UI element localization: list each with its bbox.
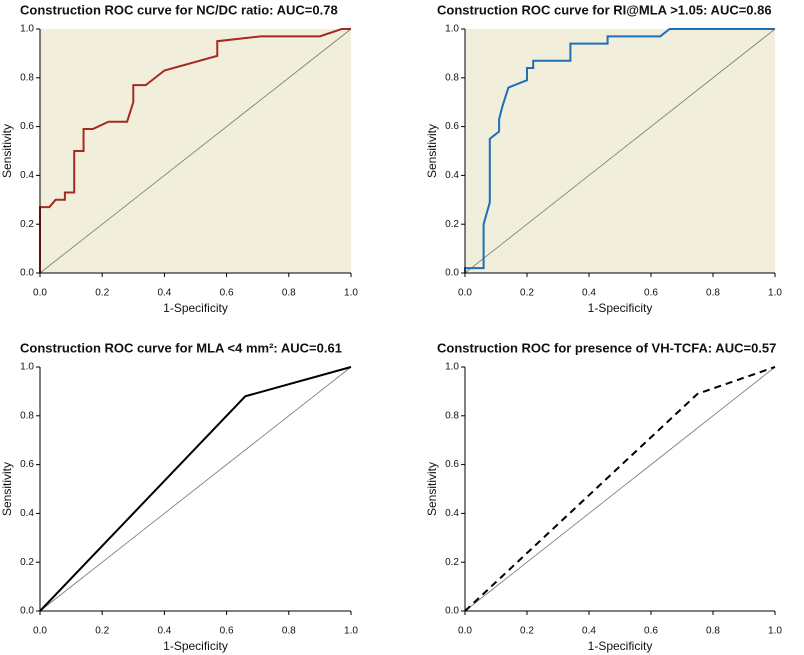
y-tick-label: 0.0 <box>20 606 34 617</box>
x-tick-label: 0.8 <box>706 288 720 299</box>
roc-curve <box>39 366 352 612</box>
x-tick-label: 1.0 <box>344 288 358 299</box>
y-tick-label: 1.0 <box>20 24 34 35</box>
x-tick-label: 0.2 <box>95 288 109 299</box>
x-tick-label: 0.0 <box>458 626 472 637</box>
x-tick-label: 0.2 <box>95 626 109 637</box>
reference-diagonal <box>39 28 352 274</box>
reference-diagonal <box>39 366 352 612</box>
y-tick-label: 0.4 <box>445 508 459 519</box>
y-tick-label: 0.0 <box>445 268 459 279</box>
x-tick-label: 0.8 <box>282 626 296 637</box>
y-axis-label: Sensitivity <box>0 462 14 516</box>
x-axis-label: 1-Specificity <box>588 639 653 653</box>
x-tick-label: 0.8 <box>706 626 720 637</box>
x-tick-label: 1.0 <box>768 626 782 637</box>
y-tick-label: 0.4 <box>20 508 34 519</box>
y-tick-label: 1.0 <box>20 362 34 373</box>
chart-panel: Construction ROC curve for RI@MLA >1.05:… <box>425 2 782 315</box>
chart-panel: Construction ROC curve for MLA <4 mm²: A… <box>0 340 358 653</box>
y-tick-label: 0.6 <box>445 459 459 470</box>
x-tick-label: 0.4 <box>157 626 171 637</box>
y-tick-label: 0.4 <box>20 170 34 181</box>
y-tick-label: 0.6 <box>445 121 459 132</box>
y-tick-label: 0.8 <box>20 72 34 83</box>
y-tick-label: 0.2 <box>445 219 459 230</box>
chart-title: Construction ROC curve for MLA <4 mm²: A… <box>20 340 342 355</box>
chart-title: Construction ROC curve for RI@MLA >1.05:… <box>437 2 772 17</box>
y-tick-label: 0.6 <box>20 121 34 132</box>
y-tick-label: 0.2 <box>20 219 34 230</box>
y-tick-label: 0.6 <box>20 459 34 470</box>
x-axis-label: 1-Specificity <box>588 301 653 315</box>
y-tick-label: 1.0 <box>445 24 459 35</box>
reference-diagonal <box>464 28 776 274</box>
x-tick-label: 0.0 <box>33 288 47 299</box>
chart-panel: Construction ROC for presence of VH-TCFA… <box>425 340 782 653</box>
x-tick-label: 0.6 <box>220 288 234 299</box>
y-tick-label: 0.8 <box>445 410 459 421</box>
chart-panel: Construction ROC curve for NC/DC ratio: … <box>0 2 358 315</box>
x-tick-label: 1.0 <box>768 288 782 299</box>
y-tick-label: 0.8 <box>445 72 459 83</box>
x-axis-label: 1-Specificity <box>163 639 228 653</box>
y-tick-label: 1.0 <box>445 362 459 373</box>
y-axis-label: Sensitivity <box>0 124 14 178</box>
x-tick-label: 0.6 <box>644 626 658 637</box>
x-tick-label: 0.2 <box>520 288 534 299</box>
x-tick-label: 0.8 <box>282 288 296 299</box>
y-tick-label: 0.0 <box>445 606 459 617</box>
x-tick-label: 0.2 <box>520 626 534 637</box>
y-tick-label: 0.4 <box>445 170 459 181</box>
chart-title: Construction ROC curve for NC/DC ratio: … <box>20 2 338 17</box>
x-axis-label: 1-Specificity <box>163 301 228 315</box>
y-tick-label: 0.8 <box>20 410 34 421</box>
roc-curve <box>464 366 776 612</box>
x-tick-label: 0.6 <box>220 626 234 637</box>
x-tick-label: 0.6 <box>644 288 658 299</box>
chart-title: Construction ROC for presence of VH-TCFA… <box>437 340 776 355</box>
y-tick-label: 0.2 <box>445 557 459 568</box>
reference-diagonal <box>464 366 776 612</box>
roc-curve <box>39 28 351 273</box>
y-tick-label: 0.0 <box>20 268 34 279</box>
x-tick-label: 0.4 <box>157 288 171 299</box>
x-tick-label: 0.0 <box>33 626 47 637</box>
roc-curve <box>464 28 775 273</box>
y-tick-label: 0.2 <box>20 557 34 568</box>
y-axis-label: Sensitivity <box>425 462 439 516</box>
x-tick-label: 0.4 <box>582 626 596 637</box>
y-axis-label: Sensitivity <box>425 124 439 178</box>
x-tick-label: 0.0 <box>458 288 472 299</box>
x-tick-label: 0.4 <box>582 288 596 299</box>
x-tick-label: 1.0 <box>344 626 358 637</box>
